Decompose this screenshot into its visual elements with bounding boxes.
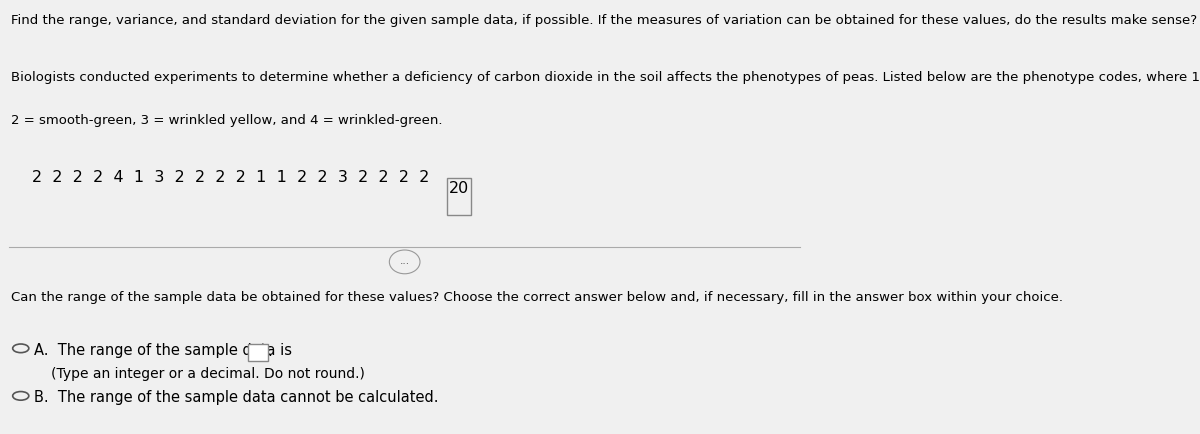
FancyBboxPatch shape	[248, 344, 268, 361]
Text: 20: 20	[449, 181, 469, 195]
Text: Find the range, variance, and standard deviation for the given sample data, if p: Find the range, variance, and standard d…	[11, 14, 1198, 27]
FancyBboxPatch shape	[446, 179, 470, 216]
Circle shape	[13, 391, 29, 400]
Ellipse shape	[389, 250, 420, 274]
Text: Biologists conducted experiments to determine whether a deficiency of carbon dio: Biologists conducted experiments to dete…	[11, 70, 1200, 83]
Text: A.  The range of the sample data is: A. The range of the sample data is	[34, 342, 292, 357]
Circle shape	[13, 344, 29, 353]
Text: ...: ...	[400, 255, 409, 265]
Text: 2  2  2  2  4  1  3  2  2  2  2  1  1  2  2  3  2  2  2  2: 2 2 2 2 4 1 3 2 2 2 2 1 1 2 2 3 2 2 2 2	[32, 170, 430, 184]
Text: .: .	[268, 343, 272, 358]
Text: 2 = smooth-green, 3 = wrinkled yellow, and 4 = wrinkled-green.: 2 = smooth-green, 3 = wrinkled yellow, a…	[11, 114, 443, 126]
Text: (Type an integer or a decimal. Do not round.): (Type an integer or a decimal. Do not ro…	[52, 366, 365, 380]
Text: B.  The range of the sample data cannot be calculated.: B. The range of the sample data cannot b…	[34, 389, 438, 404]
Text: Can the range of the sample data be obtained for these values? Choose the correc: Can the range of the sample data be obta…	[11, 290, 1063, 303]
